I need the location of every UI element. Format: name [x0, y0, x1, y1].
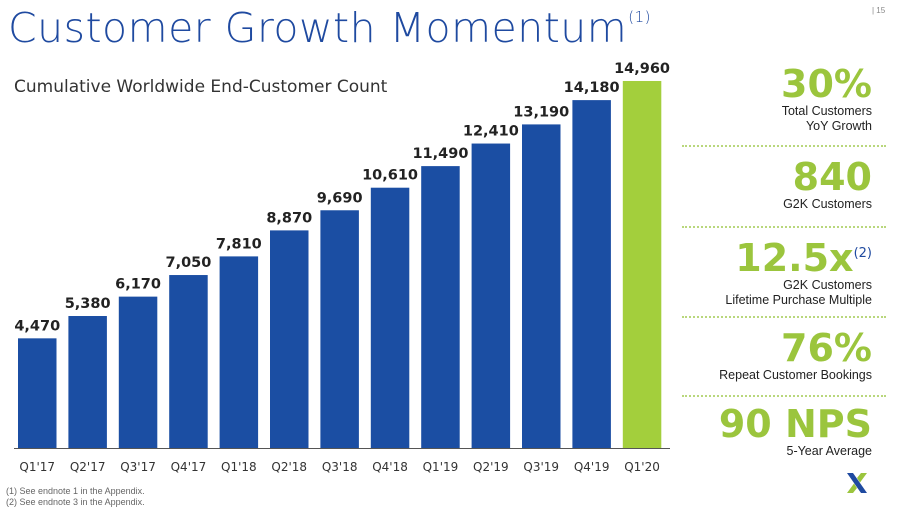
bar-value-label: 5,380	[65, 296, 111, 312]
x-tick-label: Q1'20	[624, 460, 660, 474]
page-title: Customer Growth Momentum(1)	[8, 4, 651, 52]
x-tick-label: Q3'19	[523, 460, 559, 474]
kpi-label-line: Total Customers	[781, 104, 872, 118]
x-tick-label: Q2'17	[70, 460, 106, 474]
kpi-label-line: G2K Customers	[783, 197, 872, 211]
kpi-lifetime-purchase-multiple: 12.5x(2) G2K Customers Lifetime Purchase…	[725, 238, 872, 308]
bar-Q2'19	[471, 143, 511, 449]
bar-Q3'19	[522, 124, 561, 448]
kpi-nps: 90 NPS 5-Year Average	[719, 404, 872, 459]
bar-value-label: 11,490	[412, 146, 468, 162]
x-tick-label: Q2'19	[473, 460, 509, 474]
bar-value-label: 7,050	[166, 255, 212, 271]
bar-value-label: 10,610	[362, 168, 418, 184]
bar-Q3'18	[320, 210, 359, 448]
bar-value-label: 6,170	[115, 277, 161, 293]
bar-value-label: 14,960	[614, 61, 670, 77]
bar-Q4'17	[169, 275, 208, 448]
page-title-text: Customer Growth Momentum	[8, 4, 628, 52]
bar-value-label: 13,190	[513, 104, 569, 120]
x-tick-label: Q4'19	[574, 460, 610, 474]
kpi-divider	[682, 145, 886, 147]
customer-count-bar-chart: 4,470 Q1'17 5,380 Q2'17 6,170 Q3'17 7,050 Q4'17…	[14, 61, 670, 474]
kpi-total-customers-growth: 30% Total Customers YoY Growth	[781, 64, 872, 134]
bar-value-label: 9,690	[317, 190, 363, 206]
bar-Q3'17	[118, 296, 158, 448]
footnote: (2) See endnote 3 in the Appendix.	[6, 497, 145, 507]
bar-Q2'17	[68, 316, 107, 448]
bar-value-label: 7,810	[216, 236, 262, 252]
kpi-label-line: YoY Growth	[805, 119, 872, 133]
bar-value-label: 8,870	[266, 210, 312, 226]
footnote: (1) See endnote 1 in the Appendix.	[6, 486, 145, 496]
kpi-divider	[682, 226, 886, 228]
kpi-label-line: G2K Customers	[783, 278, 872, 292]
bar-value-label: 4,470	[14, 318, 60, 334]
bar-Q1'20	[622, 80, 662, 449]
bar-value-label: 14,180	[564, 80, 620, 96]
chart-title: Cumulative Worldwide End-Customer Count	[14, 77, 388, 97]
bar-Q1'19	[421, 166, 460, 448]
kpi-footnote-marker: (2)	[853, 246, 872, 261]
page-number: | 15	[872, 6, 886, 15]
bar-Q1'17	[18, 338, 57, 448]
kpi-g2k-customers: 840 G2K Customers	[783, 157, 872, 212]
x-tick-label: Q4'18	[372, 460, 408, 474]
x-tick-label: Q4'17	[171, 460, 207, 474]
x-tick-label: Q3'17	[120, 460, 156, 474]
bar-value-label: 12,410	[463, 124, 519, 140]
x-tick-label: Q1'18	[221, 460, 257, 474]
nutanix-x-logo-icon	[847, 473, 867, 493]
kpi-value: 76%	[781, 326, 872, 370]
x-tick-label: Q1'19	[423, 460, 459, 474]
kpi-divider	[682, 316, 886, 318]
kpi-value: 30%	[781, 62, 872, 106]
kpi-value: 840	[792, 155, 872, 199]
kpi-label-line: Repeat Customer Bookings	[719, 368, 872, 382]
kpi-label-line: Lifetime Purchase Multiple	[725, 293, 872, 307]
x-tick-label: Q1'17	[19, 460, 55, 474]
kpi-repeat-bookings: 76% Repeat Customer Bookings	[719, 328, 872, 383]
kpi-divider	[682, 395, 886, 397]
footnotes: (1) See endnote 1 in the Appendix. (2) S…	[6, 486, 145, 508]
bar-Q2'18	[270, 230, 309, 448]
kpi-value: 90 NPS	[718, 402, 872, 446]
bar-Q4'18	[370, 187, 410, 448]
x-tick-label: Q2'18	[271, 460, 307, 474]
x-tick-label: Q3'18	[322, 460, 358, 474]
title-footnote-marker: (1)	[628, 8, 651, 26]
bar-Q4'19	[572, 100, 611, 448]
kpi-label-line: 5-Year Average	[786, 444, 873, 458]
kpi-value: 12.5x(2)	[735, 236, 872, 280]
bar-Q1'18	[219, 256, 259, 448]
